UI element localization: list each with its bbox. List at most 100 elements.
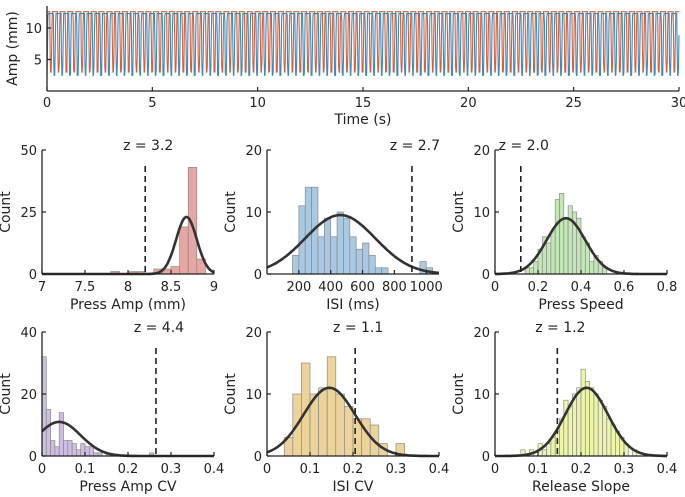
x-tick-label: 0.1 xyxy=(300,462,321,477)
histogram-bar xyxy=(589,387,595,457)
histogram-bar xyxy=(563,217,569,275)
x-tick-label: 0.3 xyxy=(161,462,182,477)
histogram-bar xyxy=(355,248,363,275)
series-line-1 xyxy=(47,11,679,73)
histogram-bar xyxy=(602,406,608,457)
histogram-bar xyxy=(58,412,64,457)
histogram-bar xyxy=(318,387,328,457)
histogram-bar xyxy=(597,399,603,457)
y-axis-label: Count xyxy=(451,191,467,233)
histogram-bar xyxy=(576,387,582,457)
z-score-label: z = 2.0 xyxy=(499,138,549,154)
histogram-bar xyxy=(567,406,573,457)
y-tick-label: 25 xyxy=(20,206,37,221)
x-tick-label: 0.3 xyxy=(614,462,635,477)
histogram-bar xyxy=(80,443,86,457)
x-tick-label: 200 xyxy=(286,280,311,295)
histogram-bar xyxy=(559,193,565,275)
histogram-bar xyxy=(54,446,60,457)
x-tick-label: 800 xyxy=(382,280,407,295)
y-tick-label: 0 xyxy=(254,450,262,465)
x-axis-label: Press Amp CV xyxy=(79,479,177,495)
y-axis-label: Count xyxy=(451,373,467,415)
histogram-bar xyxy=(368,255,376,275)
histogram-bar xyxy=(593,393,599,457)
x-tick-label: 0.2 xyxy=(528,280,549,295)
x-tick-label: 0.8 xyxy=(657,280,678,295)
series-line-2 xyxy=(46,13,680,76)
x-axis-label: Time (s) xyxy=(334,112,392,128)
histogram-bar xyxy=(335,393,345,457)
histogram-bar xyxy=(362,242,370,275)
y-tick-label: 20 xyxy=(473,144,490,159)
histogram-bar xyxy=(580,368,586,457)
x-tick-label: 0 xyxy=(263,462,271,477)
y-tick-label: 40 xyxy=(20,326,37,341)
y-axis-label: Count xyxy=(0,191,14,233)
histogram-bar xyxy=(326,356,337,457)
y-tick-label: 5 xyxy=(34,54,42,69)
x-tick-label: 0.1 xyxy=(528,462,549,477)
x-tick-label: 15 xyxy=(355,96,372,111)
x-tick-label: 0.2 xyxy=(343,462,364,477)
z-score-label: z = 4.4 xyxy=(134,320,184,336)
gaussian-fit-curve xyxy=(495,386,667,458)
histogram-bar xyxy=(529,267,535,275)
y-tick-label: 0 xyxy=(29,450,37,465)
y-axis-label: Count xyxy=(223,373,239,415)
y-axis-label: Amp (mm) xyxy=(5,11,21,86)
x-tick-label: 8.5 xyxy=(161,280,182,295)
x-tick-label: 0 xyxy=(491,462,499,477)
histogram-bar xyxy=(304,186,312,275)
gaussian-fit-curve xyxy=(266,213,440,275)
z-score-label: z = 1.2 xyxy=(535,320,585,336)
histogram-bar xyxy=(541,449,547,457)
panel-press-amp-cv: z = 4.4 0 0.1 0.2 0.3 0.4 0 20 40 Press Amp CV Cou… xyxy=(0,320,224,495)
y-tick-label: 0 xyxy=(29,268,37,283)
histogram-bar xyxy=(374,267,383,275)
panel-release-slope: z = 1.2 0 0.1 0.2 0.3 0.4 0 10 20 Release Slope Co… xyxy=(451,320,677,495)
x-tick-label: 0.4 xyxy=(571,280,592,295)
histogram-bar xyxy=(589,261,595,275)
panel-press-amp: z = 3.2 7 7.5 8 8.5 9 0 25 50 Press Amp (mm) Count xyxy=(0,138,218,313)
x-tick-label: 0.2 xyxy=(118,462,139,477)
y-tick-label: 20 xyxy=(20,388,37,403)
x-tick-label: 7.5 xyxy=(75,280,96,295)
histogram-bar xyxy=(381,267,389,275)
histogram-bar xyxy=(546,242,552,275)
y-tick-label: 20 xyxy=(245,144,262,159)
histogram-bar xyxy=(63,440,69,457)
x-tick-label: 0 xyxy=(38,462,46,477)
z-score-label: z = 2.7 xyxy=(390,138,440,154)
panel-isi: z = 2.7 200 400 600 800 1000 0 10 20 ISI (ms) Coun… xyxy=(223,138,443,313)
histogram-bar xyxy=(179,226,189,275)
y-tick-label: 0 xyxy=(482,268,490,283)
y-axis-label: Count xyxy=(0,373,14,415)
histogram-bar xyxy=(533,261,539,275)
histogram-bar xyxy=(317,236,325,275)
y-axis-label: Count xyxy=(223,191,239,233)
x-tick-label: 0.4 xyxy=(204,462,225,477)
histogram-bar xyxy=(84,446,90,457)
histogram-bar xyxy=(323,217,332,275)
histogram-bar xyxy=(50,440,56,457)
x-axis-label: Press Speed xyxy=(538,297,623,313)
y-tick-label: 50 xyxy=(20,144,37,159)
x-tick-label: 10 xyxy=(249,96,266,111)
y-tick-label: 0 xyxy=(254,268,262,283)
histogram-bar xyxy=(550,437,556,457)
x-tick-label: 0 xyxy=(43,96,51,111)
histogram-bar xyxy=(567,205,573,275)
x-axis-label: ISI (ms) xyxy=(326,297,379,313)
x-tick-label: 0.6 xyxy=(614,280,635,295)
histogram-bar xyxy=(170,266,180,275)
histogram-bar xyxy=(292,255,300,275)
panel-isi-cv: z = 1.1 0 0.1 0.2 0.3 0.4 0 10 20 ISI CV Count xyxy=(223,320,449,495)
y-tick-label: 10 xyxy=(473,206,490,221)
histogram-bar xyxy=(361,418,371,457)
x-axis-label: Press Amp (mm) xyxy=(70,297,186,313)
x-tick-label: 30 xyxy=(671,96,685,111)
x-tick-label: 0.3 xyxy=(386,462,407,477)
histogram-bar xyxy=(67,440,73,457)
